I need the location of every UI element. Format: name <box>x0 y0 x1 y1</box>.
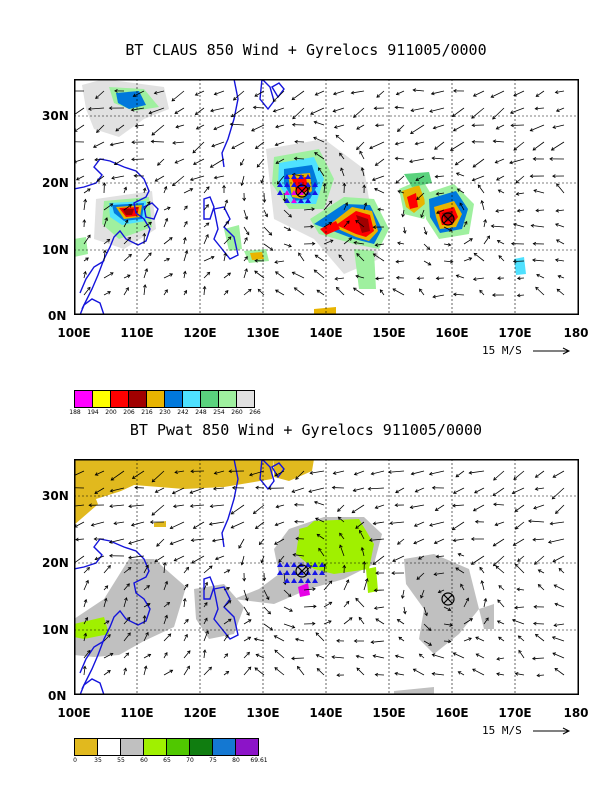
colorbar-swatch <box>237 391 254 407</box>
lon-label: 110E <box>120 706 154 720</box>
colorbar-swatch <box>144 739 167 755</box>
lat-label: 20N <box>42 176 69 190</box>
lon-label: 130E <box>246 706 280 720</box>
colorbar-swatch <box>147 391 165 407</box>
wind-vectors <box>67 469 565 678</box>
colorbar-swatch <box>201 391 219 407</box>
colorbar-swatch <box>111 391 129 407</box>
gyre-center-markers <box>295 184 455 226</box>
lat-label: 20N <box>42 556 69 570</box>
colorbar-label: 35 <box>94 757 102 764</box>
gyre-center-markers <box>295 564 455 606</box>
colorbar-swatch <box>75 391 93 407</box>
reference-vector-arrow <box>533 347 571 355</box>
lat-label: 30N <box>42 109 69 123</box>
colorbar-swatch <box>121 739 144 755</box>
colorbar-label: 254 <box>213 409 225 416</box>
lat-label: 0N <box>48 689 67 703</box>
colorbar-label: 230 <box>159 409 171 416</box>
lat-label: 0N <box>48 309 67 323</box>
lon-label: 120E <box>183 706 217 720</box>
colorbar-swatch <box>129 391 147 407</box>
colorbar-label: 200 <box>105 409 117 416</box>
panel1-title: BT CLAUS 850 Wind + Gyrelocs 911005/0000 <box>125 41 487 59</box>
colorbar-label: 260 <box>231 409 243 416</box>
grid <box>74 459 579 695</box>
lon-label: 180 <box>563 706 589 720</box>
colorbar-label: 69.61 <box>250 757 268 764</box>
panel2-map <box>67 457 580 696</box>
lon-label: 160E <box>435 706 469 720</box>
colorbar-label: 188 <box>69 409 81 416</box>
colorbar-swatch <box>236 739 258 755</box>
lon-label: 140E <box>309 326 343 340</box>
colorbar-swatch <box>183 391 201 407</box>
panel2-title: BT Pwat 850 Wind + Gyrelocs 911005/0000 <box>129 421 483 439</box>
colorbar-label: 242 <box>177 409 189 416</box>
colorbar-swatch <box>219 391 237 407</box>
lon-label: 170E <box>498 326 532 340</box>
colorbar-swatch <box>190 739 213 755</box>
pwat-shading <box>74 459 494 695</box>
lat-label: 10N <box>42 243 69 257</box>
lon-label: 130E <box>246 326 280 340</box>
lon-label: 110E <box>120 326 154 340</box>
lon-label: 150E <box>372 706 406 720</box>
lon-label: 150E <box>372 326 406 340</box>
colorbar-swatch <box>98 739 121 755</box>
colorbar-label: 80 <box>232 757 240 764</box>
coastlines <box>73 77 285 316</box>
colorbar-label: 60 <box>140 757 148 764</box>
colorbar-label: 194 <box>87 409 99 416</box>
colorbar-label: 70 <box>186 757 194 764</box>
colorbar-2 <box>74 738 259 756</box>
lon-label: 180 <box>563 326 589 340</box>
colorbar-label: 0 <box>73 757 77 764</box>
colorbar-swatch <box>93 391 111 407</box>
colorbar-swatch <box>213 739 236 755</box>
lon-label: 100E <box>57 706 91 720</box>
reference-vector-label: 15 M/S <box>482 724 522 737</box>
lat-label: 30N <box>42 489 69 503</box>
colorbar-label: 65 <box>163 757 171 764</box>
colorbar-label: 206 <box>123 409 135 416</box>
colorbar-label: 266 <box>249 409 261 416</box>
colorbar-label: 216 <box>141 409 153 416</box>
grid <box>74 79 579 315</box>
reference-vector-arrow <box>533 727 571 735</box>
panel1-map <box>67 77 580 316</box>
lon-label: 100E <box>57 326 91 340</box>
colorbar-label: 248 <box>195 409 207 416</box>
colorbar-label: 75 <box>209 757 217 764</box>
lat-label: 10N <box>42 623 69 637</box>
lon-label: 160E <box>435 326 469 340</box>
colorbar-swatch <box>167 739 190 755</box>
lon-label: 120E <box>183 326 217 340</box>
reference-vector-label: 15 M/S <box>482 344 522 357</box>
colorbar-swatch <box>165 391 183 407</box>
colorbar-1 <box>74 390 255 408</box>
coastlines <box>73 457 285 696</box>
lon-label: 140E <box>309 706 343 720</box>
lon-label: 170E <box>498 706 532 720</box>
colorbar-label: 55 <box>117 757 125 764</box>
colorbar-swatch <box>75 739 98 755</box>
